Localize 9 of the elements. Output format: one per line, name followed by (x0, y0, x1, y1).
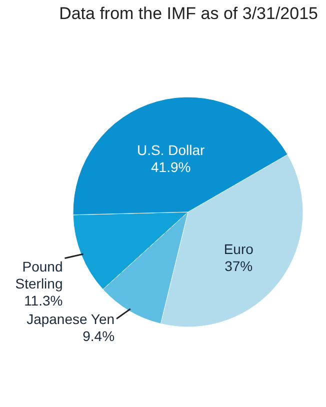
data-label: 37% (224, 258, 253, 274)
data-label: 41.9% (151, 159, 191, 176)
slice-label: Japanese Yen (26, 310, 115, 327)
data-label: 11.3% (24, 292, 63, 308)
slice-label: Pound Sterling (15, 258, 63, 292)
chart-title: Data from the IMF as of 3/31/2015 (59, 4, 318, 23)
slice-label: Euro (224, 240, 254, 257)
data-label: 9.4% (82, 328, 115, 344)
slice-label: U.S. Dollar (137, 142, 206, 158)
